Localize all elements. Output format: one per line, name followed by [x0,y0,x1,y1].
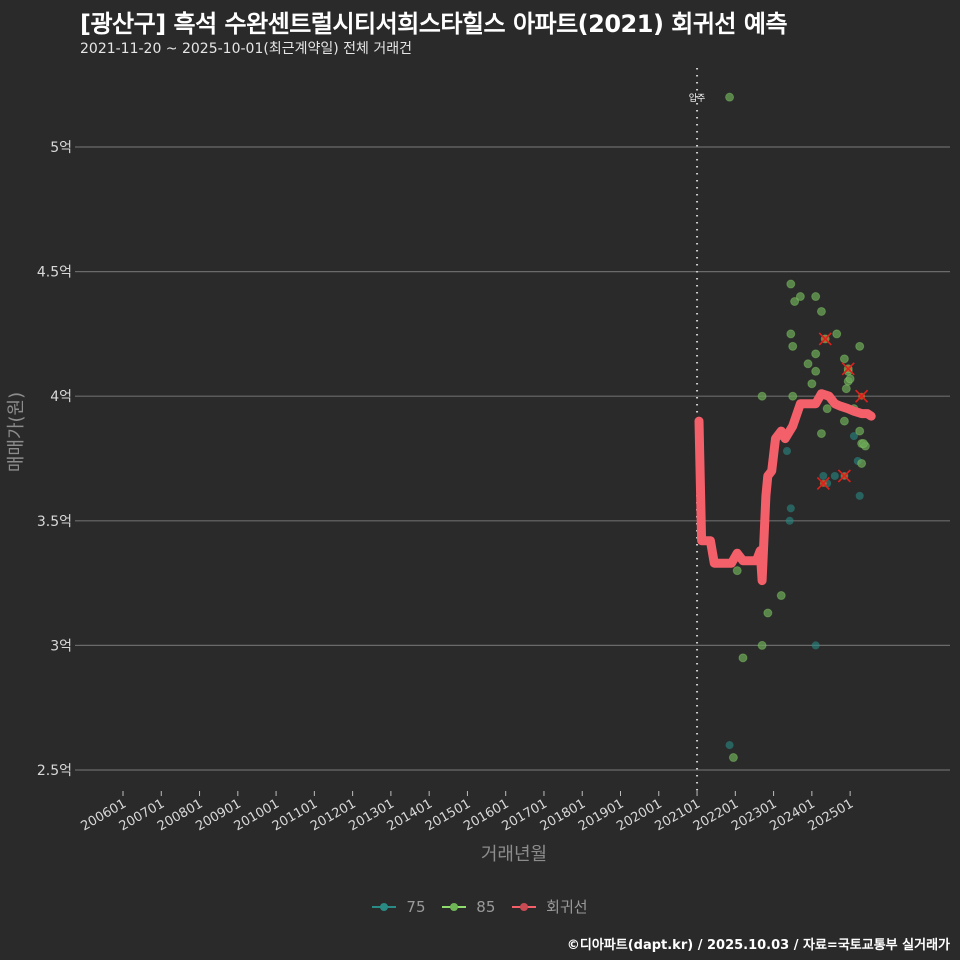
data-point-85 [732,566,742,576]
data-point-85 [811,349,821,359]
legend-label-85: 85 [476,897,496,916]
series-75-points [725,432,864,750]
data-point-85 [786,329,796,339]
series-85-points [725,92,870,763]
highlight-x-icon [837,469,851,483]
y-tick-label: 5억 [50,140,72,156]
data-point-75 [855,491,864,500]
data-point-85 [788,341,798,351]
y-tick-label: 2.5억 [37,763,72,779]
data-point-85 [832,329,842,339]
x-axis-title: 거래년월 [481,844,547,865]
y-tick-label: 4.5억 [37,265,72,281]
data-point-85 [845,374,855,384]
data-point-85 [816,306,826,316]
highlight-x-icon [818,332,832,346]
legend-label-regression: 회귀선 [546,898,588,916]
data-point-85 [738,653,748,663]
y-tick-label: 3.5억 [37,514,72,530]
data-point-85 [839,416,849,426]
data-point-85 [811,292,821,302]
data-point-75 [785,516,794,525]
y-tick-label: 3억 [50,638,72,654]
move-in-label: 입주 [689,92,706,104]
regression-line [694,389,876,586]
data-point-75 [811,641,820,650]
chart-subtitle: 2021-11-20 ~ 2025-10-01(최근계약일) 전체 거래건 [80,41,412,57]
data-point-85 [788,391,798,401]
data-point-85 [855,341,865,351]
legend-item-regression[interactable]: 회귀선 [512,896,588,917]
x-axis: 2006012007012008012009012010012011012012… [79,791,856,834]
data-point-85 [763,608,773,618]
source-credit: ©디아파트(dapt.kr) / 2025.10.03 / 자료=국토교통부 실… [566,938,950,953]
data-point-85 [816,429,826,439]
data-point-85 [859,439,869,449]
legend: 75 85 회귀선 [0,896,960,917]
data-point-75 [786,504,795,513]
data-point-85 [839,354,849,364]
data-point-75 [819,471,828,480]
data-point-85 [855,426,865,436]
data-point-75 [782,447,791,456]
legend-key-85-icon [442,901,467,913]
data-point-85 [728,753,738,763]
y-axis: 2.5억 3억 3.5억 4억 4.5억 5억 [37,140,80,779]
data-point-85 [757,391,767,401]
data-point-85 [807,379,817,389]
highlight-markers [816,332,869,490]
y-tick-label: 4억 [50,389,72,405]
gridlines [80,146,950,771]
data-point-85 [790,297,800,307]
data-point-85 [857,458,867,468]
data-point-85 [795,292,805,302]
data-point-85 [803,359,813,369]
highlight-x-icon [855,389,869,403]
data-point-75 [849,432,858,441]
data-point-85 [822,404,832,414]
data-point-85 [841,384,851,394]
data-point-85 [786,279,796,289]
legend-item-85[interactable]: 85 [442,898,495,916]
y-axis-title: 매매가(원) [6,392,27,472]
legend-key-75-icon [372,901,397,913]
data-point-85 [811,366,821,376]
highlight-x-icon [816,476,830,490]
highlight-x-icon [841,362,855,376]
data-point-85 [725,92,735,102]
legend-key-regression-icon [512,901,537,913]
data-point-75 [725,741,734,750]
data-point-75 [830,471,839,480]
data-point-85 [776,591,786,601]
chart-title: [광산구] 흑석 수완센트럴시티서희스타힐스 아파트(2021) 회귀선 예측 [80,10,788,38]
legend-item-75[interactable]: 75 [372,897,426,916]
regression-path [694,389,876,586]
data-point-85 [757,640,767,650]
legend-label-75: 75 [406,897,426,916]
